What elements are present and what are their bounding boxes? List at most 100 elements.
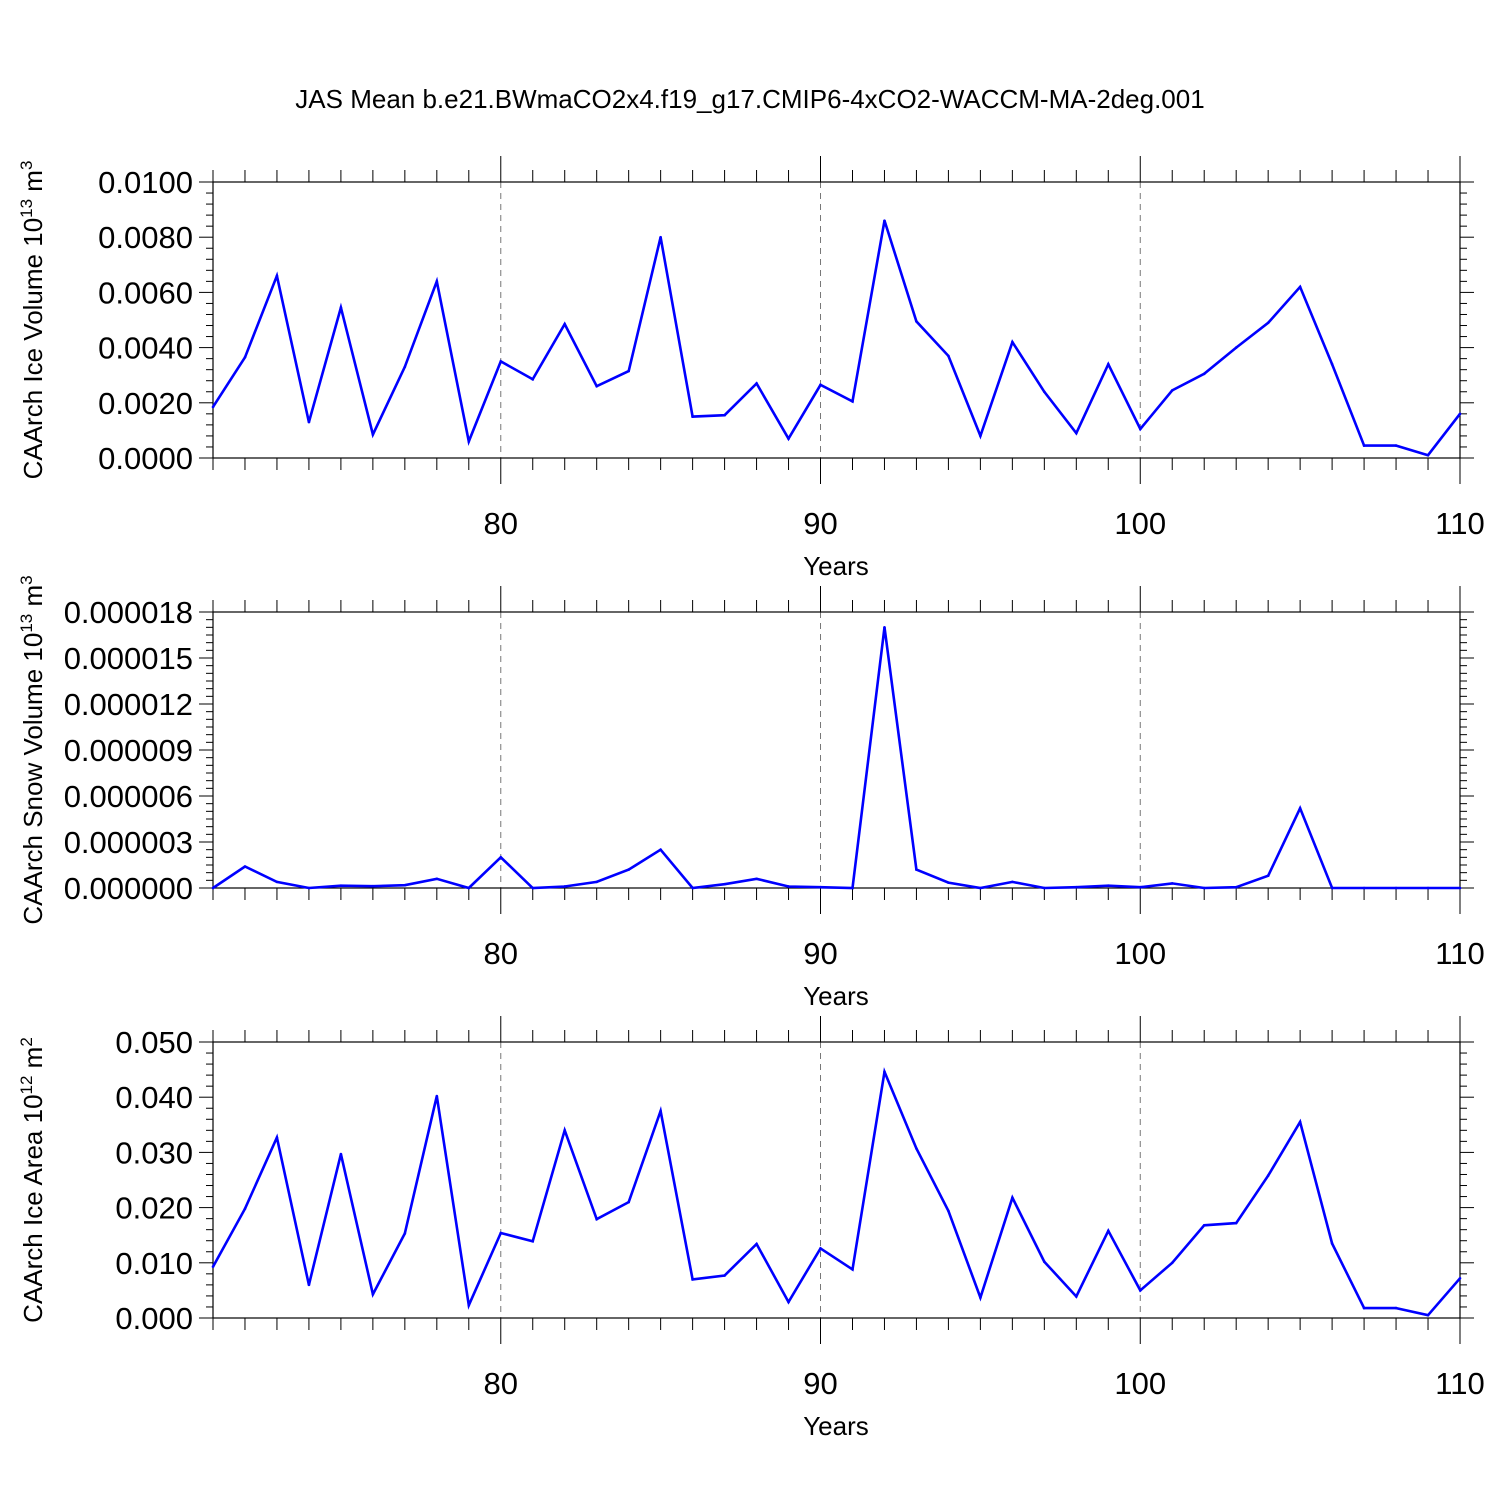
data-point <box>339 306 343 309</box>
data-point <box>915 320 918 323</box>
data-point <box>1458 1276 1462 1280</box>
data-point <box>659 1109 662 1113</box>
data-point <box>819 1247 822 1250</box>
data-point <box>435 1094 439 1098</box>
data-point <box>339 884 343 887</box>
x-axis-label: Years <box>803 551 869 581</box>
data-point <box>851 1268 854 1271</box>
x-axis-label: Years <box>803 1411 869 1441</box>
data-point <box>1266 1174 1270 1177</box>
plot-frame <box>212 611 1461 889</box>
series-line <box>211 1067 1461 1317</box>
data-point <box>403 365 407 369</box>
y-axis-label-unit: m <box>18 170 48 199</box>
panel-1: 0.0000 0.0020 0.0040 0.0060 0.0080 0.0100 80 90… <box>17 156 1485 581</box>
data-point <box>499 856 503 859</box>
data-point <box>595 384 598 388</box>
data-point <box>787 885 790 888</box>
data-point <box>563 885 567 888</box>
x-tick-label: 80 <box>484 936 518 971</box>
y-tick-label: 0.0000 <box>98 441 193 476</box>
data-point <box>1362 886 1366 890</box>
data-point <box>691 415 694 418</box>
data-point <box>915 868 918 871</box>
data-point <box>435 877 439 881</box>
data-point <box>723 882 726 886</box>
data-point <box>467 886 471 890</box>
data-point <box>851 886 854 890</box>
data-point <box>307 1283 311 1287</box>
data-point <box>755 877 758 881</box>
data-point <box>979 1296 982 1299</box>
y-tick-label: 0.000000 <box>64 871 193 906</box>
data-point <box>659 235 662 239</box>
data-point <box>819 885 822 889</box>
data-point <box>723 413 726 417</box>
y-axis-label-text: CAArch Ice Area 10 <box>18 1094 48 1322</box>
data-point <box>595 1217 598 1221</box>
data-point <box>1426 886 1430 890</box>
data-point <box>435 280 439 283</box>
data-point <box>371 1292 375 1296</box>
data-point <box>1234 885 1238 889</box>
y-axis-label-unit-exponent: 3 <box>17 575 36 584</box>
data-point <box>787 437 790 440</box>
data-point <box>243 865 247 868</box>
data-point <box>1298 806 1302 810</box>
data-point <box>1043 1260 1046 1263</box>
data-point <box>307 420 311 424</box>
y-tick-label: 0.000009 <box>64 733 193 768</box>
data-point <box>275 880 279 884</box>
y-tick-label: 0.030 <box>115 1135 193 1170</box>
data-point <box>371 433 375 436</box>
data-point <box>979 434 982 438</box>
y-axis-label-unit-exponent: 2 <box>17 1037 36 1046</box>
x-axis-label: Years <box>803 981 869 1011</box>
data-point <box>1458 412 1462 416</box>
y-axis-label-exponent: 12 <box>17 1076 36 1095</box>
x-tick-label: 110 <box>1435 936 1484 971</box>
y-axis-label: CAArch Ice Area 1012 m2 <box>17 1037 48 1323</box>
plot-frame <box>212 1041 1461 1319</box>
y-tick-label: 0.050 <box>115 1025 193 1060</box>
data-point <box>1330 1242 1334 1245</box>
data-point <box>755 382 758 385</box>
data-point <box>627 868 630 871</box>
data-point <box>659 848 662 851</box>
data-point <box>275 274 279 278</box>
data-point <box>1170 882 1174 885</box>
data-point <box>211 1265 215 1268</box>
series-line <box>211 220 1462 457</box>
data-point <box>307 886 311 890</box>
x-tick-label: 100 <box>1114 506 1166 541</box>
data-point <box>787 1300 790 1304</box>
x-tick-label: 90 <box>803 936 837 971</box>
y-axis-label-unit-exponent: 3 <box>17 161 36 170</box>
data-point <box>627 1200 630 1204</box>
data-point <box>851 400 854 403</box>
data-point <box>1043 886 1046 890</box>
data-point <box>1075 885 1078 889</box>
y-axis-label: CAArch Ice Volume 1013 m3 <box>17 161 48 480</box>
data-point <box>1266 874 1270 878</box>
data-point <box>1202 372 1206 376</box>
x-tick-label: 100 <box>1114 1366 1166 1401</box>
plot-frame <box>212 181 1461 459</box>
data-point <box>1266 321 1270 325</box>
data-point <box>1075 431 1078 435</box>
data-point <box>563 1129 567 1132</box>
data-point <box>243 355 247 359</box>
x-tick-label: 110 <box>1435 506 1484 541</box>
data-point <box>1426 1313 1430 1317</box>
panel-3: 0.000 0.010 0.020 0.030 0.040 0.050 80 90 100 110… <box>17 1016 1485 1441</box>
data-point <box>371 884 375 888</box>
y-tick-label: 0.000018 <box>64 595 193 630</box>
y-axis-label-unit: m <box>18 1047 48 1076</box>
data-point <box>947 354 950 358</box>
data-point <box>1202 1223 1206 1227</box>
data-point <box>883 1070 886 1074</box>
data-point <box>979 886 982 890</box>
data-point <box>1138 1289 1142 1292</box>
y-tick-label: 0.040 <box>115 1080 193 1115</box>
x-tick-label: 100 <box>1114 936 1166 971</box>
